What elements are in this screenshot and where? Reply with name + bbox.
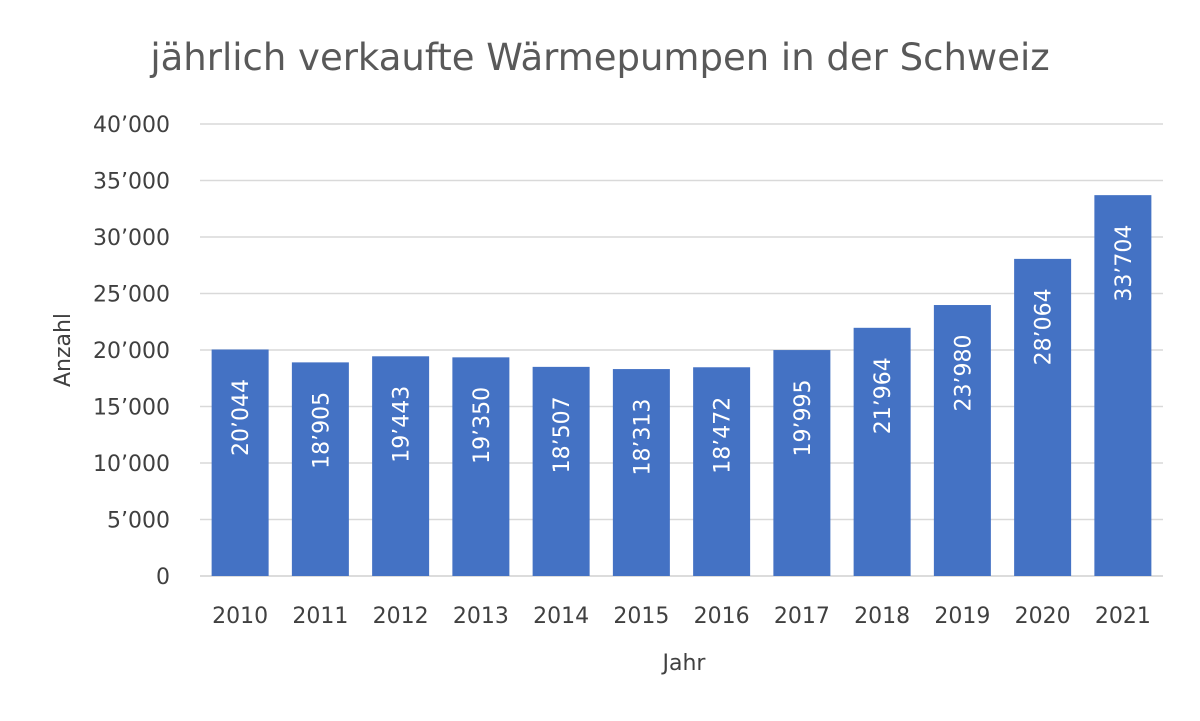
bar (452, 357, 510, 576)
bar-value-label: 19’995 (791, 380, 816, 457)
bar (532, 366, 590, 576)
bars (211, 195, 1152, 576)
bar-value-label: 23’980 (951, 335, 976, 412)
x-tick-label: 2010 (212, 604, 268, 629)
x-tick-label: 2020 (1015, 604, 1071, 629)
bar (372, 356, 430, 576)
x-tick-label: 2016 (694, 604, 750, 629)
bar (211, 349, 269, 576)
bar-value-label: 20’044 (229, 379, 254, 456)
bar-value-label: 18’313 (630, 399, 655, 476)
bar (612, 369, 670, 576)
data-labels: 20’044 18’905 19’443 19’350 18’507 18’313 18’4… (229, 225, 1137, 476)
x-tick-label: 2011 (292, 604, 348, 629)
bar-value-label: 28’064 (1032, 288, 1057, 365)
y-tick-label: 25’000 (93, 283, 170, 308)
bar-value-label: 18’905 (309, 392, 334, 469)
x-tick-label: 2019 (934, 604, 990, 629)
y-tick-label: 30’000 (93, 226, 170, 251)
y-tick-label: 40’000 (93, 113, 170, 138)
x-tick-label: 2013 (453, 604, 509, 629)
y-axis-ticks: 0 5’000 10’000 15’000 20’000 25’000 30’000 35’0… (93, 113, 170, 590)
x-tick-label: 2014 (533, 604, 589, 629)
y-tick-label: 5’000 (107, 509, 170, 534)
bar-value-label: 18’507 (550, 396, 575, 473)
bar-value-label: 33’704 (1112, 225, 1137, 302)
bar (693, 367, 751, 576)
bar (933, 305, 991, 576)
bar (853, 327, 911, 576)
bar-value-label: 19’350 (470, 387, 495, 464)
gridlines (200, 123, 1163, 577)
chart-title: jährlich verkaufte Wärmepumpen in der Sc… (149, 36, 1049, 79)
y-tick-label: 10’000 (93, 452, 170, 477)
x-tick-label: 2018 (854, 604, 910, 629)
bar (1094, 195, 1152, 576)
x-tick-label: 2021 (1095, 604, 1151, 629)
bar (291, 362, 349, 576)
bar-value-label: 18’472 (711, 397, 736, 474)
x-axis-ticks: 2010 2011 2012 2013 2014 2015 2016 2017 2018 2019… (212, 604, 1151, 629)
y-tick-label: 20’000 (93, 339, 170, 364)
y-tick-label: 15’000 (93, 396, 170, 421)
x-axis-title: Jahr (661, 651, 707, 676)
bar (773, 350, 831, 576)
bar (1014, 258, 1072, 576)
y-tick-label: 0 (156, 565, 170, 590)
x-tick-label: 2017 (774, 604, 830, 629)
y-tick-label: 35’000 (93, 170, 170, 195)
x-tick-label: 2015 (613, 604, 669, 629)
bar-value-label: 21’964 (871, 357, 896, 434)
x-tick-label: 2012 (373, 604, 429, 629)
y-axis-title: Anzahl (51, 313, 76, 387)
bar-value-label: 19’443 (390, 386, 415, 463)
